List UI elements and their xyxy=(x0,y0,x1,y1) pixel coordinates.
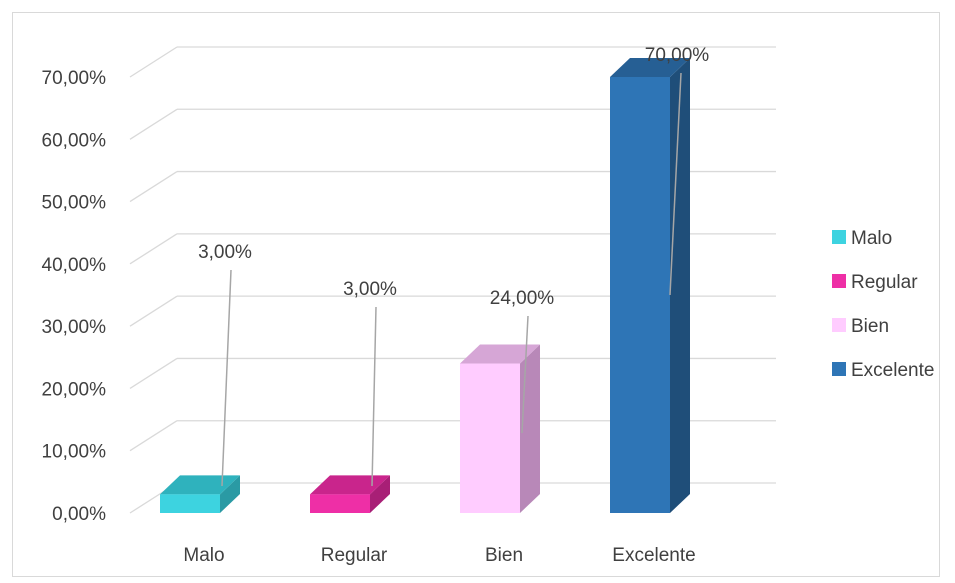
leader-line xyxy=(669,72,682,296)
bar-top-excelente xyxy=(610,58,690,77)
legend-label: Excelente xyxy=(851,360,934,381)
gridline-side xyxy=(129,46,178,78)
legend-label: Malo xyxy=(851,228,892,249)
bar-side-excelente xyxy=(670,58,690,513)
legend-label: Regular xyxy=(851,272,918,293)
bar-excelente xyxy=(610,77,670,513)
legend-swatch-regular xyxy=(832,274,846,288)
x-tick-label: Regular xyxy=(321,545,388,566)
bar-side-malo xyxy=(220,475,240,513)
bar-malo xyxy=(160,494,220,513)
legend-swatch-bien xyxy=(832,318,846,332)
y-tick-label: 0,00% xyxy=(52,504,106,525)
legend-swatch-malo xyxy=(832,230,846,244)
bar-bien xyxy=(460,363,520,513)
gridline-side xyxy=(129,108,178,140)
y-tick-label: 60,00% xyxy=(42,130,107,151)
gridline-side xyxy=(129,171,178,203)
bar-regular xyxy=(310,494,370,513)
x-tick-label: Bien xyxy=(485,545,523,566)
leader-line xyxy=(521,315,529,434)
data-label: 3,00% xyxy=(343,279,397,300)
y-tick-label: 20,00% xyxy=(42,379,107,400)
bar-top-malo xyxy=(160,475,240,495)
bar-top-regular xyxy=(310,475,390,495)
legend-label: Bien xyxy=(851,316,889,337)
data-label: 3,00% xyxy=(198,242,252,263)
x-tick-label: Malo xyxy=(183,545,224,566)
y-tick-label: 30,00% xyxy=(42,317,107,338)
leader-line xyxy=(371,306,377,487)
gridline-side xyxy=(129,233,178,265)
gridline-side xyxy=(129,420,178,452)
data-label: 24,00% xyxy=(490,288,555,309)
y-tick-label: 40,00% xyxy=(42,255,107,276)
bar-side-regular xyxy=(370,475,390,513)
gridline-side xyxy=(129,295,178,327)
data-label: 70,00% xyxy=(645,45,710,66)
y-tick-label: 10,00% xyxy=(42,442,107,463)
y-tick-label: 70,00% xyxy=(42,68,107,89)
gridline-side xyxy=(129,357,178,389)
leader-line xyxy=(221,269,232,487)
y-tick-label: 50,00% xyxy=(42,193,107,214)
bar-side-bien xyxy=(520,344,540,513)
x-tick-label: Excelente xyxy=(612,545,695,566)
bar-top-bien xyxy=(460,344,540,364)
legend-swatch-excelente xyxy=(832,362,846,376)
